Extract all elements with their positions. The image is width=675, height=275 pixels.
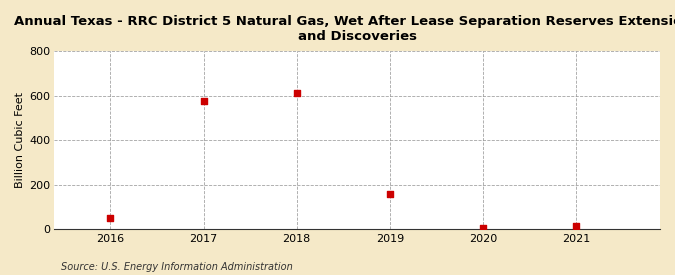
Y-axis label: Billion Cubic Feet: Billion Cubic Feet — [15, 92, 25, 188]
Title: Annual Texas - RRC District 5 Natural Gas, Wet After Lease Separation Reserves E: Annual Texas - RRC District 5 Natural Ga… — [14, 15, 675, 43]
Point — [198, 99, 209, 103]
Text: Source: U.S. Energy Information Administration: Source: U.S. Energy Information Administ… — [61, 262, 292, 272]
Point — [571, 224, 582, 228]
Point — [478, 226, 489, 230]
Point — [292, 91, 302, 96]
Point — [385, 191, 396, 196]
Point — [105, 216, 115, 220]
